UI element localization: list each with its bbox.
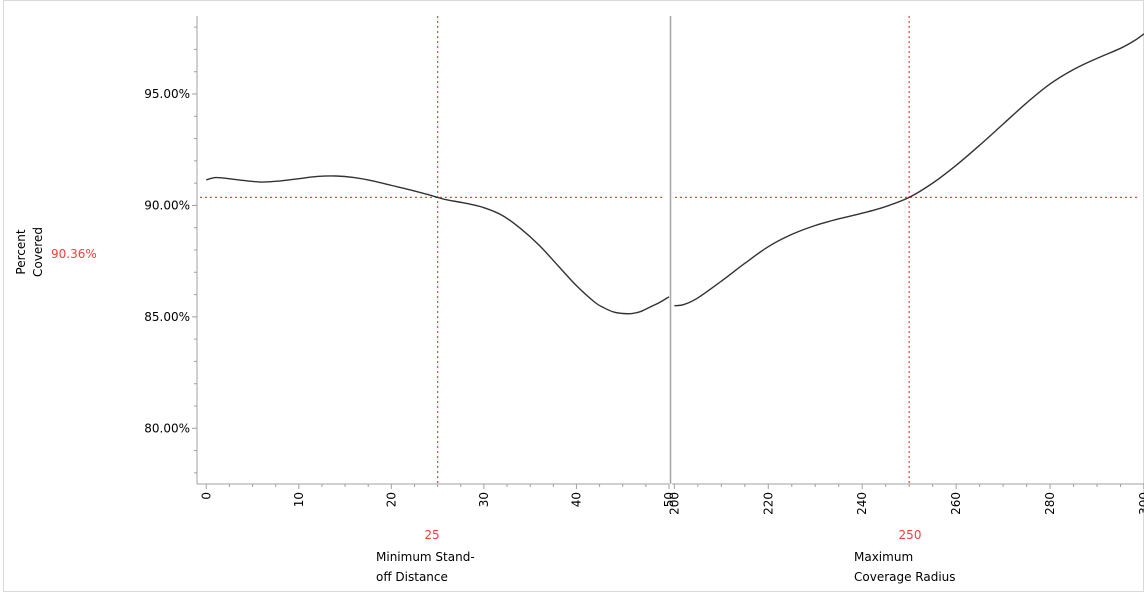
- standoff-axis-title-line-1: Minimum Stand-: [376, 550, 475, 564]
- standoff-x-tick-label: 10: [292, 492, 306, 507]
- radius-x-tick-label: 300: [1137, 492, 1144, 515]
- radius-prediction-curve: [674, 33, 1144, 307]
- standoff-prediction-curve: [206, 175, 670, 315]
- standoff-current-value: 25: [424, 528, 439, 542]
- radius-x-tick-label: 260: [949, 492, 963, 515]
- standoff-x-tick-label: 20: [384, 492, 398, 507]
- y-tick-label: 85.00%: [144, 310, 190, 324]
- radius-axis-title-line-2: Coverage Radius: [854, 570, 956, 584]
- radius-x-tick-label: 200: [667, 492, 681, 515]
- y-current-value: 90.36%: [51, 247, 97, 261]
- radius-x-tick-label: 240: [855, 492, 869, 515]
- radius-x-tick-label: 220: [761, 492, 775, 515]
- radius-current-value: 250: [899, 528, 922, 542]
- y-axis-title-line-1: Percent: [14, 229, 28, 274]
- y-axis-title-line-2: Covered: [31, 227, 45, 277]
- standoff-axis-title-line-2: off Distance: [376, 570, 448, 584]
- radius-axis-title-line-1: Maximum: [854, 550, 913, 564]
- standoff-x-tick-label: 0: [199, 492, 213, 500]
- radius-x-tick-label: 280: [1043, 492, 1057, 515]
- standoff-x-tick-label: 50: [662, 492, 676, 507]
- y-tick-label: 80.00%: [144, 421, 190, 435]
- standoff-x-tick-label: 30: [477, 492, 491, 507]
- y-tick-label: 90.00%: [144, 198, 190, 212]
- y-tick-label: 95.00%: [144, 87, 190, 101]
- standoff-x-tick-label: 40: [569, 492, 583, 507]
